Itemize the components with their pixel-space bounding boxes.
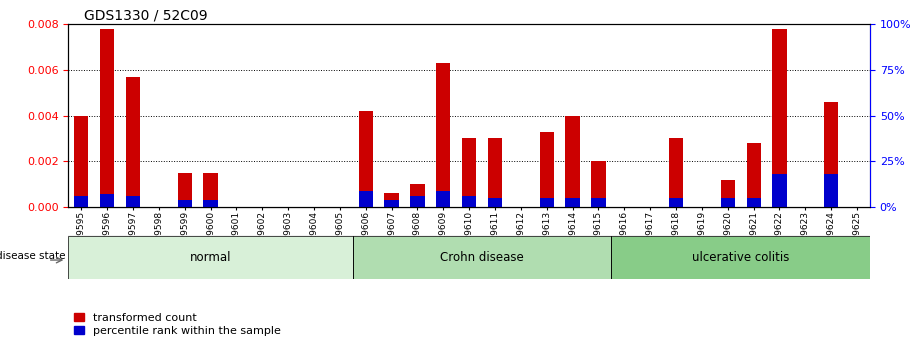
Bar xyxy=(539,131,554,207)
Bar xyxy=(359,190,373,207)
Text: GDS1330 / 52C09: GDS1330 / 52C09 xyxy=(85,9,208,23)
Bar xyxy=(488,138,502,207)
Text: disease state: disease state xyxy=(0,251,66,261)
Bar xyxy=(539,198,554,207)
Bar xyxy=(203,200,218,207)
Bar xyxy=(669,138,683,207)
FancyBboxPatch shape xyxy=(611,236,870,279)
Bar xyxy=(436,63,450,207)
Bar xyxy=(824,102,838,207)
Legend: transformed count, percentile rank within the sample: transformed count, percentile rank withi… xyxy=(74,313,281,336)
Bar xyxy=(591,198,606,207)
Bar xyxy=(178,173,192,207)
FancyBboxPatch shape xyxy=(68,236,353,279)
Bar xyxy=(746,143,761,207)
Bar xyxy=(591,161,606,207)
Text: normal: normal xyxy=(189,252,231,264)
Bar xyxy=(126,77,140,207)
Bar xyxy=(773,29,786,207)
FancyBboxPatch shape xyxy=(353,236,611,279)
Bar xyxy=(100,29,114,207)
Bar xyxy=(462,196,476,207)
Bar xyxy=(721,179,735,207)
Bar xyxy=(746,198,761,207)
Bar xyxy=(566,116,579,207)
Bar xyxy=(669,198,683,207)
Bar xyxy=(178,200,192,207)
Bar xyxy=(824,174,838,207)
Bar xyxy=(359,111,373,207)
Bar xyxy=(721,198,735,207)
Text: ulcerative colitis: ulcerative colitis xyxy=(692,252,790,264)
Bar xyxy=(773,174,786,207)
Bar xyxy=(410,184,425,207)
Bar xyxy=(203,173,218,207)
Bar xyxy=(436,190,450,207)
Bar xyxy=(410,196,425,207)
Bar xyxy=(566,198,579,207)
Bar xyxy=(384,200,399,207)
Text: Crohn disease: Crohn disease xyxy=(440,252,524,264)
Bar xyxy=(74,116,88,207)
Bar xyxy=(462,138,476,207)
Bar xyxy=(74,196,88,207)
Bar xyxy=(126,196,140,207)
Bar xyxy=(488,198,502,207)
Bar xyxy=(384,193,399,207)
Bar xyxy=(100,194,114,207)
